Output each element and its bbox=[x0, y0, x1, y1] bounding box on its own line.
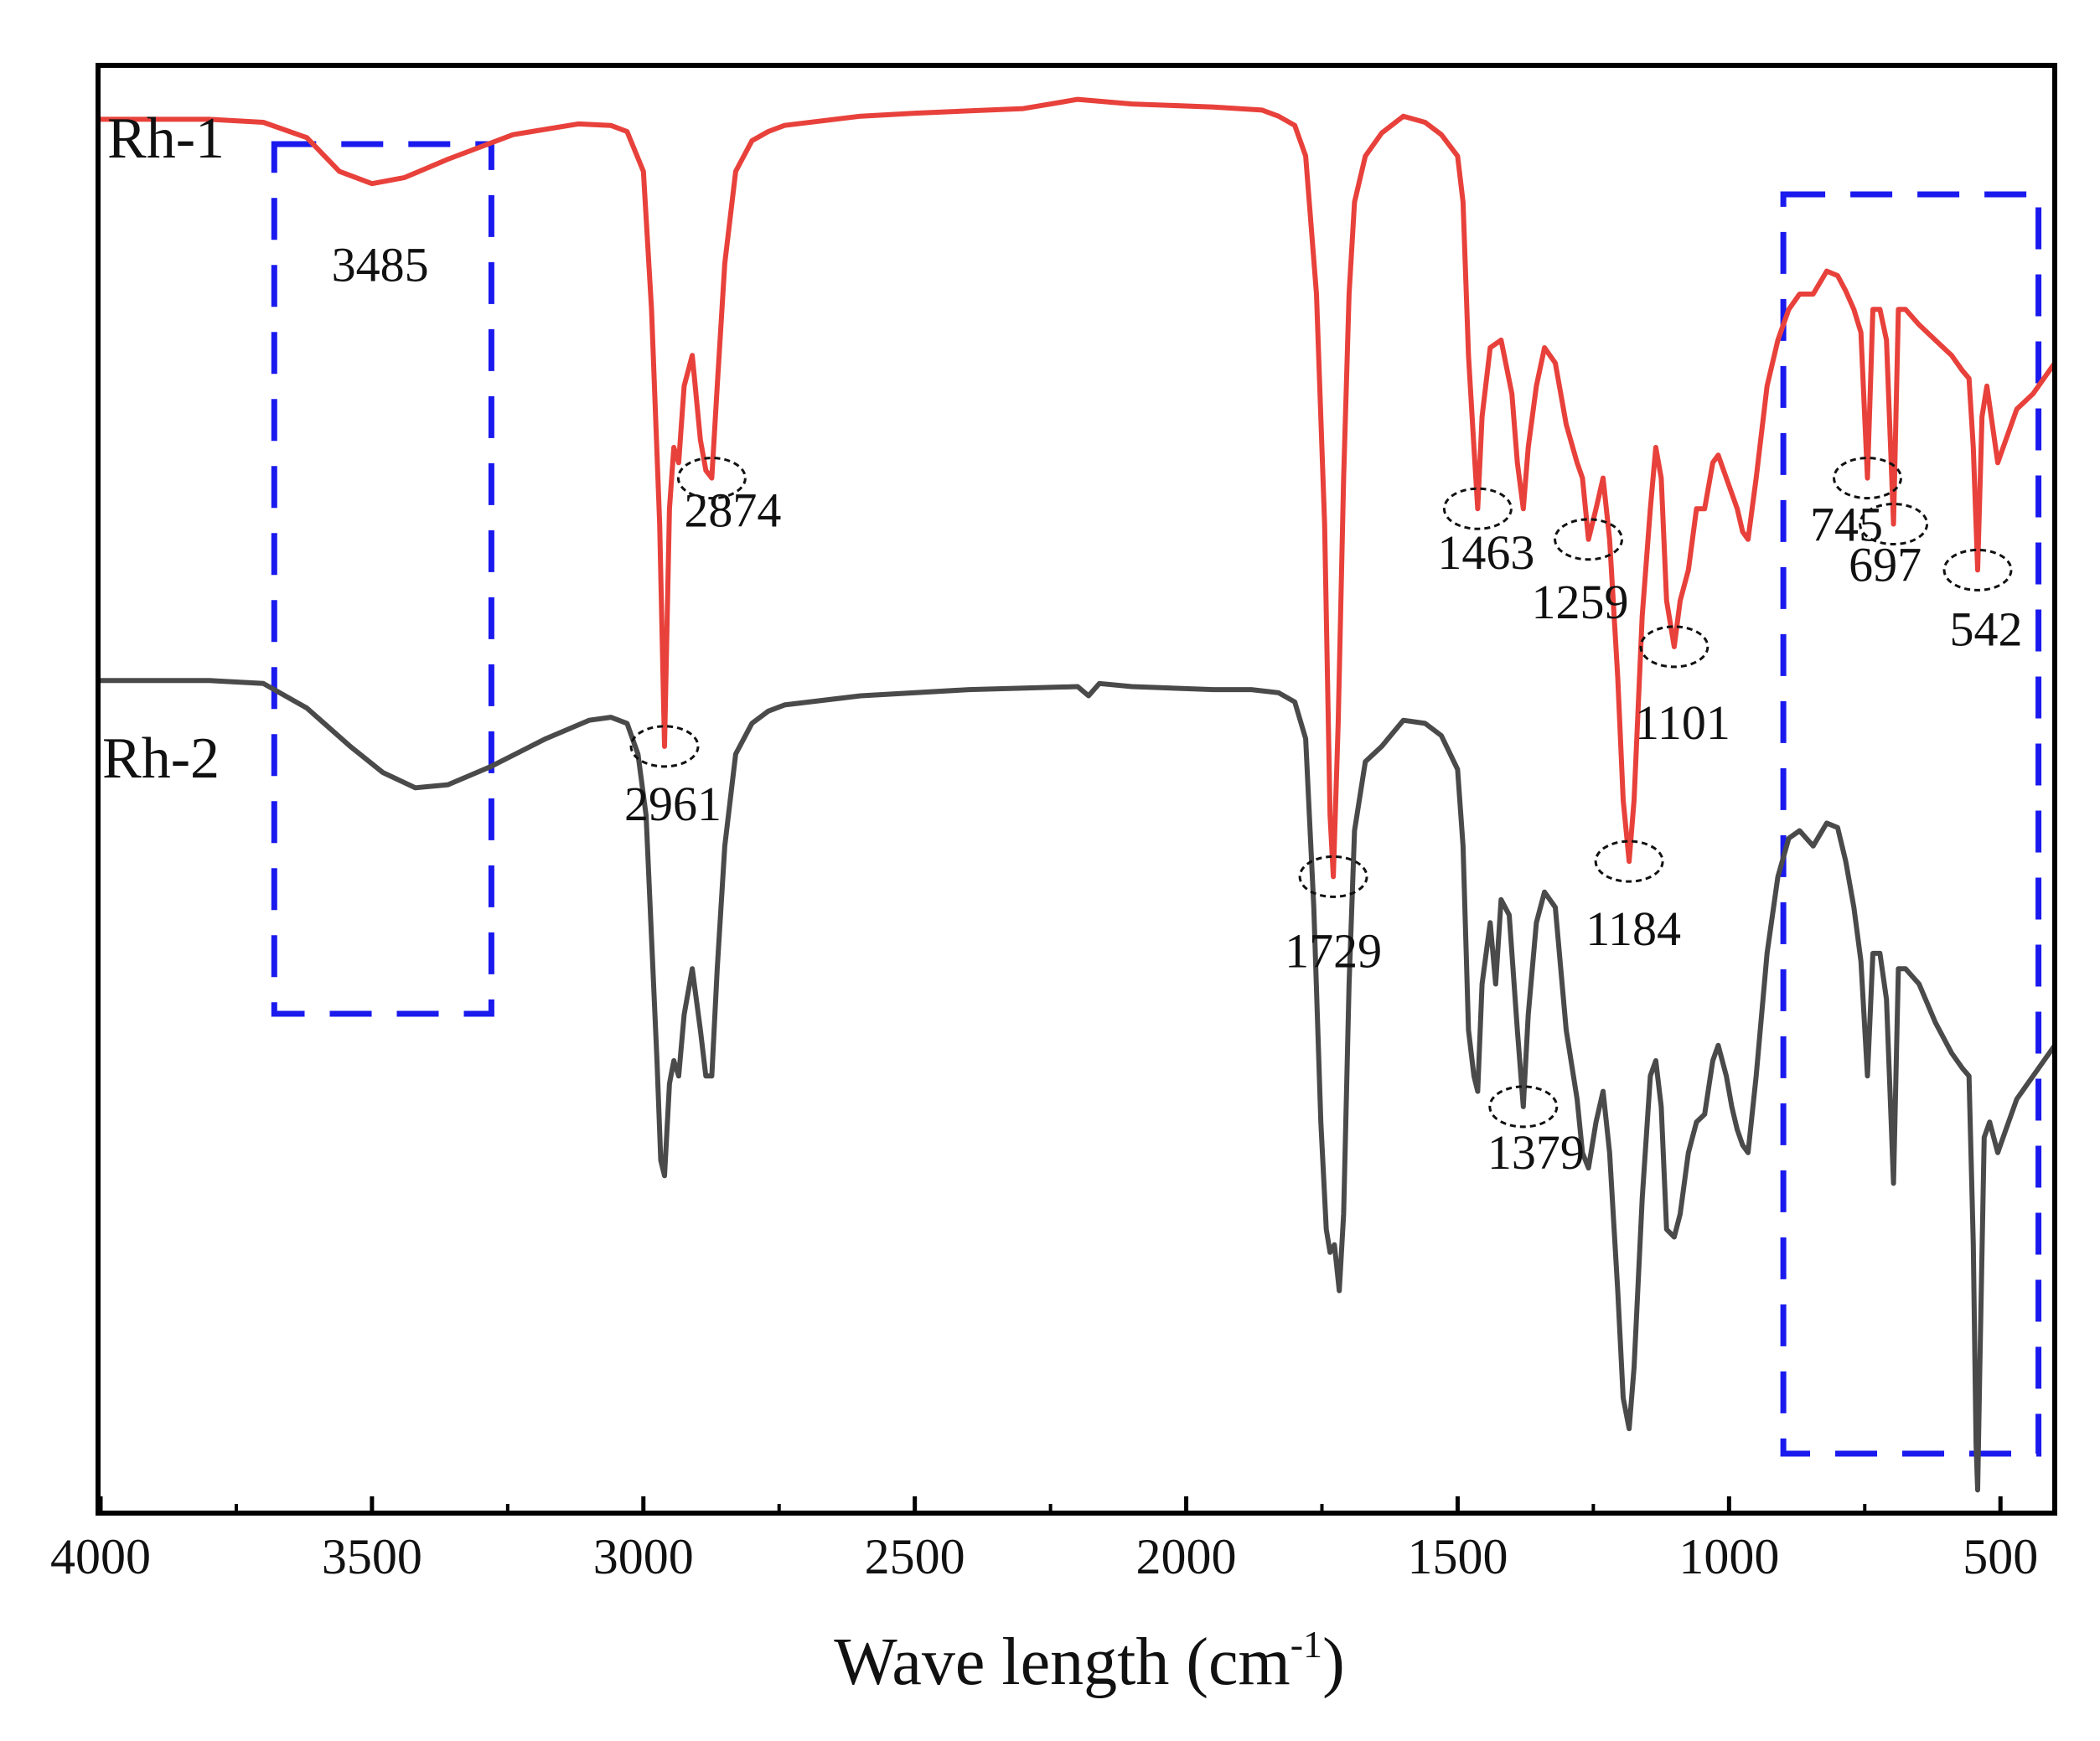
x-tick-label-4000: 4000 bbox=[50, 1529, 151, 1584]
peak-label-1101: 1101 bbox=[1635, 695, 1730, 750]
x-tick-label-500: 500 bbox=[1963, 1529, 2038, 1584]
peak-marker-1729 bbox=[1298, 855, 1368, 898]
peak-marker-1184 bbox=[1594, 840, 1664, 883]
highlight-region-fingerprint-region bbox=[1780, 191, 2042, 1457]
peak-label-2874: 2874 bbox=[684, 483, 781, 538]
peak-marker-745 bbox=[1833, 457, 1903, 500]
peak-marker-2961 bbox=[629, 725, 700, 768]
peak-marker-2874 bbox=[676, 457, 747, 500]
peak-marker-1463 bbox=[1442, 487, 1513, 530]
plot-frame bbox=[96, 63, 2057, 1516]
peak-marker-542 bbox=[1942, 548, 2013, 592]
series-label-rh-2: Rh-2 bbox=[102, 726, 220, 791]
peak-label-1184: 1184 bbox=[1585, 901, 1681, 956]
peak-label-542: 542 bbox=[1950, 602, 2023, 656]
peak-marker-697 bbox=[1859, 503, 1929, 545]
peak-label-697: 697 bbox=[1849, 538, 1922, 592]
x-tick-label-3500: 3500 bbox=[322, 1529, 422, 1584]
x-tick-label-3000: 3000 bbox=[593, 1529, 694, 1584]
series-label-rh-1: Rh-1 bbox=[107, 106, 225, 171]
peak-label-1259: 1259 bbox=[1532, 575, 1629, 629]
peak-marker-1101 bbox=[1639, 625, 1709, 669]
highlight-region-OH-region bbox=[271, 141, 494, 1017]
peak-label-2961: 2961 bbox=[624, 777, 722, 831]
series-line-rh-2 bbox=[101, 678, 2057, 1493]
x-tick-label-2500: 2500 bbox=[865, 1529, 965, 1584]
peak-label-3485: 3485 bbox=[332, 237, 429, 292]
peak-label-1729: 1729 bbox=[1285, 923, 1382, 978]
x-tick-label-1000: 1000 bbox=[1678, 1529, 1779, 1584]
x-tick-label-1500: 1500 bbox=[1407, 1529, 1508, 1584]
peak-label-1379: 1379 bbox=[1487, 1125, 1585, 1180]
peak-marker-1379 bbox=[1488, 1085, 1559, 1129]
series-line-rh-1 bbox=[101, 96, 2057, 880]
peak-label-1463: 1463 bbox=[1437, 525, 1534, 580]
x-axis-title: Wave length (cm-1) bbox=[834, 1623, 1344, 1699]
x-tick-label-2000: 2000 bbox=[1136, 1529, 1237, 1584]
peak-label-745: 745 bbox=[1810, 498, 1883, 552]
peak-marker-1259 bbox=[1554, 518, 1624, 561]
